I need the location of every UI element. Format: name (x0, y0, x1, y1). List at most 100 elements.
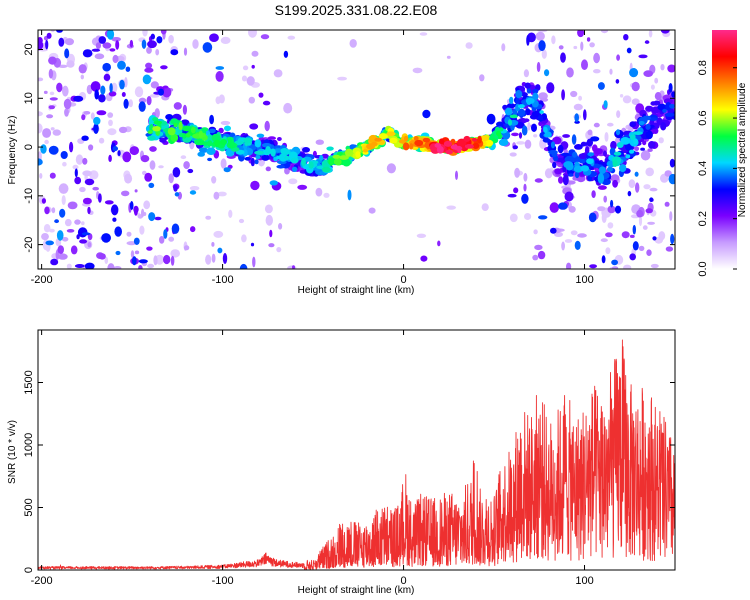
spectrogram-cell (524, 139, 532, 149)
spectrogram-cell (248, 96, 255, 104)
spectrogram-cell (140, 155, 150, 163)
spectrogram-cell (39, 173, 43, 179)
spectrogram-cell (215, 66, 225, 70)
spectrogram-cell (109, 48, 116, 52)
snr-xtick-label: 0 (400, 575, 406, 587)
spectrogram-cell (337, 76, 347, 81)
spectrogram-cell (87, 233, 93, 241)
spectrogram-cell (589, 264, 597, 269)
spectrogram-cell (92, 186, 99, 191)
spectrogram-cell (652, 127, 659, 134)
spectrogram-cell (586, 37, 591, 42)
spectrogram-cell (205, 254, 212, 265)
spectrogram-cell (515, 90, 523, 99)
spectrogram-cell (112, 146, 119, 152)
spectrogram-cell (264, 204, 273, 214)
spectrogram-cell (287, 265, 297, 269)
spectrogram-cell (143, 200, 151, 210)
spectrogram-cell (550, 141, 556, 149)
spectrogram-cell (218, 94, 225, 104)
spectrogram-cell (211, 242, 215, 247)
spectrogram-cell (501, 43, 506, 52)
spectrogram-cell (128, 99, 133, 108)
spectrogram-cell (144, 172, 153, 182)
spectrogram-cell (174, 192, 180, 197)
spectrogram-cell (398, 139, 406, 144)
spectrogram-cell (600, 30, 609, 34)
colorbar-tick-label: 0.4 (697, 161, 709, 176)
spectrogram-cell (90, 81, 101, 92)
spectrogram-cell (170, 118, 179, 125)
spectrogram-cell (220, 120, 231, 126)
spectrogram-cell (82, 157, 88, 165)
spectrogram-cell (434, 142, 442, 148)
spectrogram-cell (48, 56, 57, 65)
spectrogram-cell (326, 146, 334, 151)
spectrogram-cell (517, 104, 525, 109)
spectrogram-cell (544, 131, 552, 138)
spectrogram-cell (378, 133, 388, 140)
spectrogram-cell (541, 49, 547, 59)
spectrogram-cell (534, 244, 543, 251)
spectrogram-cell (94, 53, 105, 60)
spectrogram-cell (170, 133, 179, 142)
spectrogram-cell (544, 69, 550, 77)
spectrogram-cell (463, 135, 471, 142)
spectrogram-cell (147, 130, 153, 135)
spectrogram-cell (578, 95, 582, 101)
spectrogram-cell (583, 109, 587, 121)
spectrogram-cell (656, 117, 663, 125)
spectrogram-cell (587, 129, 593, 136)
spectrogram-cell (79, 186, 86, 193)
spectrogram-cell (280, 149, 291, 155)
spectrogram-cell (551, 35, 556, 45)
spectrogram-cell (419, 32, 428, 36)
spectrogram-cell (91, 48, 101, 52)
spectrogram-cell (50, 127, 55, 131)
spectrogram-cell (38, 111, 43, 117)
spectrogram-cell (610, 140, 617, 150)
spectrogram-cell (252, 256, 256, 268)
spectrogram-cell (422, 109, 431, 119)
spectrogram-cell (609, 68, 613, 75)
spectrogram-cell (51, 207, 56, 214)
spectrogram-cell (277, 137, 282, 141)
spectrogram-cell (479, 74, 485, 82)
spectrogram-cell (102, 42, 112, 49)
spectrogram-ytick-label: -10 (23, 188, 35, 204)
spectrogram-cell (403, 135, 409, 142)
spectrogram-cell (626, 47, 632, 54)
spectrogram-cell (142, 30, 148, 37)
spectrogram-cell (114, 226, 122, 237)
spectrogram-cell (587, 152, 595, 157)
spectrogram-cell (362, 148, 369, 153)
spectrogram-cell (607, 205, 616, 214)
spectrogram-cell (668, 83, 673, 93)
spectrogram-cell (180, 119, 190, 126)
spectrogram-cell (507, 119, 513, 126)
spectrogram-cell (644, 40, 650, 44)
spectrogram-cell (165, 114, 174, 120)
spectrogram-cell (616, 110, 621, 118)
spectrogram-ytick-label: -20 (23, 237, 35, 253)
spectrogram-cell (197, 140, 205, 146)
spectrogram-cell (38, 158, 43, 166)
spectrogram-cell (124, 77, 128, 88)
spectrogram-cell (636, 209, 644, 218)
spectrogram-ytick-label: 0 (23, 144, 35, 150)
spectrogram-cell (349, 39, 357, 48)
spectrogram-cell (634, 146, 640, 151)
spectrogram-cell (671, 91, 675, 98)
spectrogram-cell (133, 237, 140, 245)
spectrogram-cell (523, 69, 530, 78)
spectrogram-cell (284, 155, 290, 161)
spectrogram-cell (170, 49, 179, 56)
spectrogram-frame (37, 29, 676, 270)
spectrogram-cell (660, 63, 665, 71)
spectrogram-cell (670, 233, 675, 245)
spectrogram-cell (107, 128, 117, 136)
spectrogram-cell (115, 250, 121, 256)
snr-ytick-label: 0 (23, 567, 35, 573)
spectrogram-cell (41, 233, 49, 241)
spectrogram-cell (496, 130, 502, 137)
